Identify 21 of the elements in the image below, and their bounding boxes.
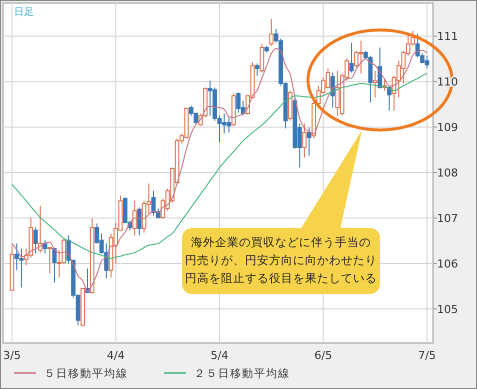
y-tick-label: 107	[437, 212, 458, 225]
y-tick-label: 108	[437, 166, 458, 180]
annotation: 海外企業の買収などに伴う手当の	[191, 235, 371, 249]
y-tick-label: 105	[437, 302, 458, 316]
annotation: 円高を阻止する役目を果たしている	[185, 271, 377, 285]
chart-title: 日足	[14, 7, 34, 18]
y-tick-label: 106	[437, 257, 458, 270]
x-tick-label: 4/4	[106, 349, 125, 362]
y-tick-label: 109	[437, 121, 458, 134]
candlestick	[302, 122, 307, 158]
legend-label: ２５日移動平均線	[194, 367, 290, 380]
x-tick-label: 5/4	[210, 349, 228, 362]
annotation: 円売りが、円安方向に向かわせたり	[185, 253, 377, 267]
x-tick-label: 6/5	[314, 349, 332, 362]
candlestick	[33, 227, 38, 254]
y-tick-label: 111	[437, 30, 458, 44]
legend-label: ５日移動平均線	[44, 367, 128, 380]
x-tick-label: 3/5	[3, 349, 21, 362]
candlestick	[372, 70, 378, 98]
x-tick-label: 7/5	[418, 349, 436, 362]
candlestick	[132, 200, 137, 236]
